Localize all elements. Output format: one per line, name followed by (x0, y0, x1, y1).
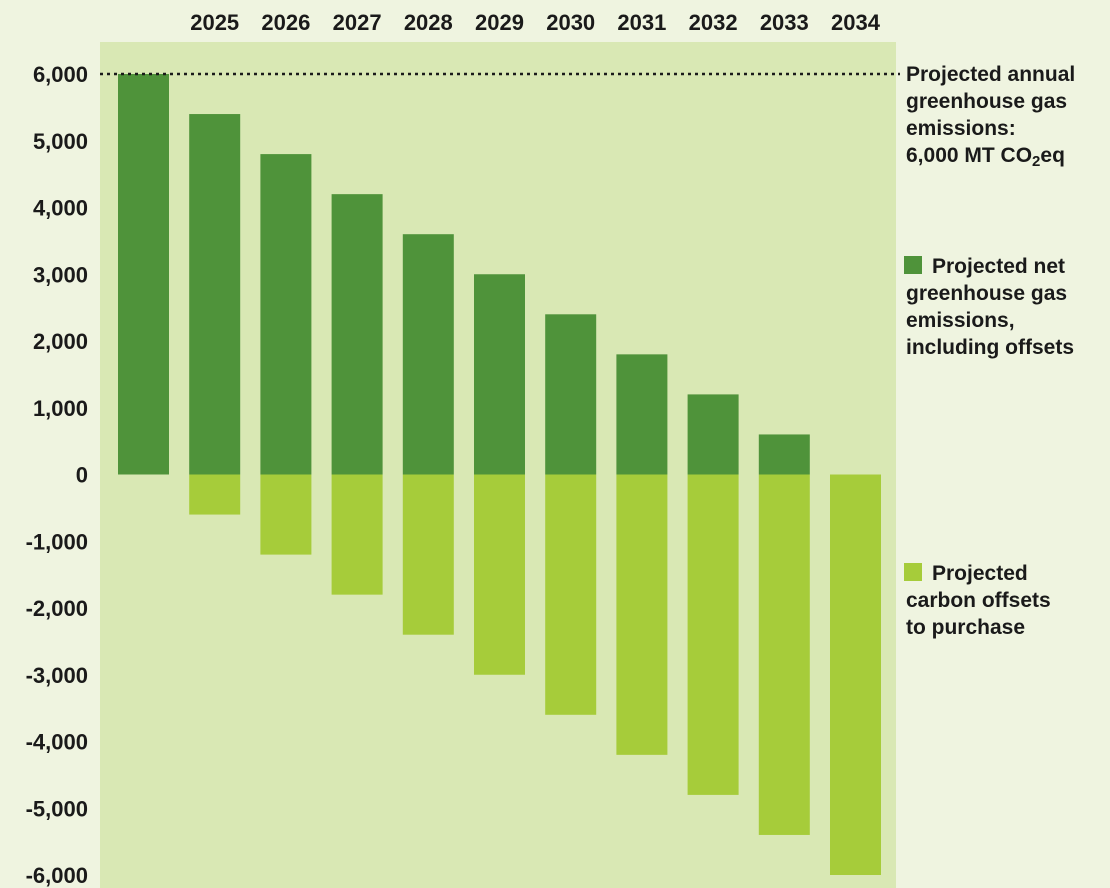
reference-label-line-1: Projected annual (906, 63, 1075, 86)
reference-value-subscript: 2 (1032, 153, 1040, 170)
bar-offset-8 (687, 474, 739, 795)
legend-label-net-line-2: greenhouse gas (906, 282, 1067, 305)
bar-offset-1 (189, 474, 241, 515)
x-tick-label: 2031 (617, 10, 666, 35)
y-tick-labels: 6,000 5,000 4,000 3,000 2,000 1,000 0 -1,000 -2,… (26, 62, 88, 888)
bar-net-4 (402, 234, 454, 475)
bar-net-3 (331, 194, 383, 475)
legend-label-net-line-3: emissions, (906, 309, 1015, 332)
y-tick-label: -2,000 (26, 596, 88, 621)
bar-offset-6 (545, 474, 597, 715)
y-tick-label: 1,000 (33, 396, 88, 421)
y-tick-label: -4,000 (26, 730, 88, 755)
bar-offset-10 (830, 474, 881, 875)
y-tick-label: 4,000 (33, 196, 88, 221)
y-tick-label: 6,000 (33, 62, 88, 87)
bar-offset-9 (758, 474, 810, 835)
legend-label-offsets-line-2: carbon offsets (906, 589, 1051, 612)
bar-net-5 (474, 274, 525, 475)
bar-offset-7 (616, 474, 668, 755)
reference-label-value: 6,000 MT CO2eq (906, 144, 1065, 170)
legend-label-net-line-1: Projected net (932, 255, 1065, 278)
y-tick-label: 0 (76, 463, 88, 488)
x-tick-label: 2027 (333, 10, 382, 35)
reference-line-label: Projected annual greenhouse gas emission… (906, 63, 1075, 170)
x-tick-label: 2032 (689, 10, 738, 35)
x-tick-label: 2030 (546, 10, 595, 35)
bar-offset-2 (260, 474, 312, 555)
y-tick-label: -6,000 (26, 863, 88, 888)
bars-layer (118, 74, 881, 875)
bar-offset-4 (402, 474, 454, 635)
x-tick-label: 2026 (261, 10, 310, 35)
bar-net-1 (189, 114, 241, 475)
bar-net-0 (118, 74, 169, 475)
y-tick-label: 2,000 (33, 329, 88, 354)
bar-net-6 (545, 314, 597, 475)
y-tick-label: -1,000 (26, 529, 88, 554)
x-tick-label: 2034 (831, 10, 881, 35)
legend-label-offsets-line-3: to purchase (906, 616, 1025, 639)
reference-label-line-3: emissions: (906, 117, 1016, 140)
legend-label-offsets-line-1: Projected (932, 562, 1028, 585)
x-tick-labels: 2025 2026 2027 2028 2029 2030 2031 2032 2033 2034 (190, 10, 881, 35)
bar-net-2 (260, 154, 312, 475)
legend: Projected net greenhouse gas emissions, … (904, 255, 1074, 639)
legend-label-net-line-4: including offsets (906, 336, 1074, 359)
bar-net-8 (687, 394, 739, 475)
x-tick-label: 2029 (475, 10, 524, 35)
y-tick-label: 5,000 (33, 129, 88, 154)
legend-swatch-offsets (904, 563, 922, 581)
bar-offset-3 (331, 474, 383, 595)
bar-offset-5 (474, 474, 525, 675)
bar-net-7 (616, 354, 668, 475)
x-tick-label: 2025 (190, 10, 239, 35)
x-tick-label: 2033 (760, 10, 809, 35)
reference-value-suffix: eq (1040, 144, 1065, 167)
y-tick-label: -5,000 (26, 796, 88, 821)
x-tick-label: 2028 (404, 10, 453, 35)
y-tick-label: 3,000 (33, 262, 88, 287)
bar-net-9 (758, 434, 810, 475)
legend-swatch-net-emissions (904, 256, 922, 274)
reference-label-line-2: greenhouse gas (906, 90, 1067, 113)
reference-value-text: 6,000 MT CO (906, 144, 1032, 167)
y-tick-label: -3,000 (26, 663, 88, 688)
